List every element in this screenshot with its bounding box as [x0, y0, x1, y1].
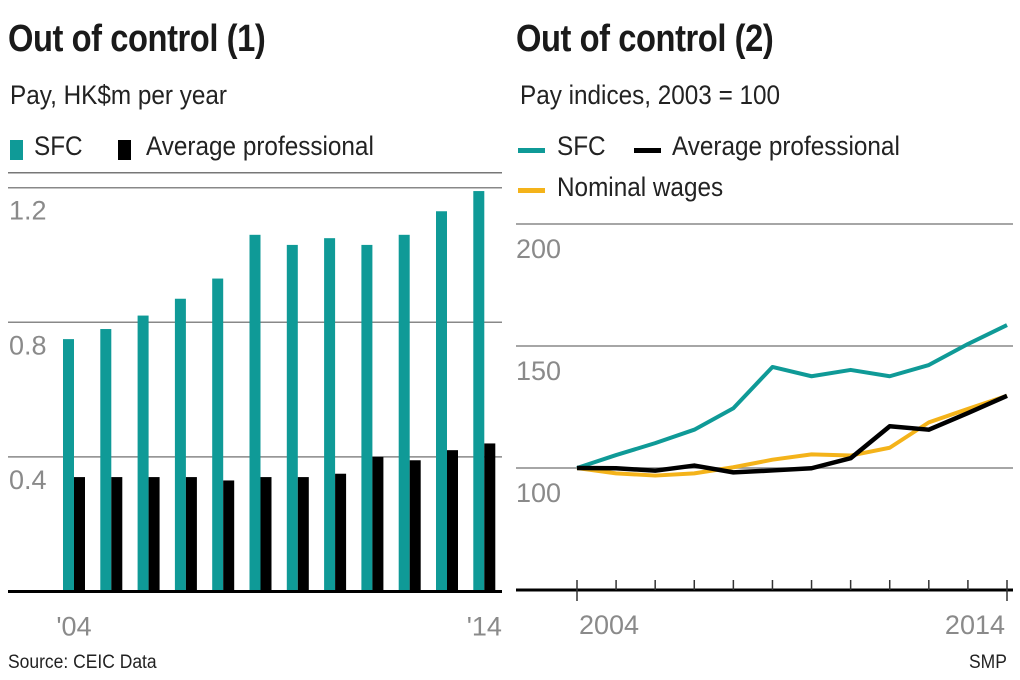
bar-average-professional — [447, 450, 458, 592]
legend-label-average-professional: Average professional — [672, 131, 900, 161]
bar-average-professional — [484, 443, 496, 592]
y-tick-label: 0.4 — [9, 465, 47, 495]
chart2-subtitle: Pay indices, 2003 = 100 — [520, 80, 781, 110]
bar-average-professional — [335, 473, 347, 592]
source-note: Source: CEIC Data — [8, 652, 157, 673]
legend-line-nominal-wages — [518, 188, 545, 193]
legend-line-average-professional — [634, 148, 661, 153]
bar-sfc — [473, 191, 485, 592]
legend-swatch-sfc — [10, 140, 23, 160]
y-tick-label: 1.2 — [9, 196, 47, 226]
line-chart: 100 150 200 2004 2014 — [516, 223, 1013, 640]
line-average-professional — [576, 393, 1008, 475]
x-tick-label: '14 — [467, 612, 502, 642]
bar-sfc — [398, 234, 410, 592]
line-sfc — [576, 323, 1008, 470]
bar-sfc — [100, 329, 112, 592]
bar-sfc — [174, 298, 186, 592]
y-tick-label: 200 — [516, 234, 561, 264]
x-tick-label: 2004 — [579, 610, 639, 640]
bar-average-professional — [74, 477, 85, 592]
bar-average-professional — [148, 477, 160, 592]
bar-average-professional — [185, 477, 197, 592]
legend-label-sfc: SFC — [557, 131, 606, 161]
bar-average-professional — [409, 460, 421, 592]
y-tick-label: 150 — [516, 356, 561, 386]
legend-swatch-average-professional — [118, 140, 131, 160]
chart1-title: Out of control (1) — [8, 18, 266, 60]
line-nominal-wages — [576, 393, 1008, 478]
bar-sfc — [324, 238, 336, 592]
bar-sfc — [436, 211, 447, 592]
bar-sfc — [249, 234, 261, 592]
bar-sfc — [212, 278, 224, 592]
bar-average-professional — [260, 477, 272, 592]
credit: SMP — [969, 652, 1007, 673]
y-tick-label: 0.8 — [9, 330, 47, 360]
bar-chart: 0.4 0.8 1.2 '04 '14 — [8, 171, 502, 642]
bar-average-professional — [223, 480, 235, 592]
x-tick-label: 2014 — [945, 610, 1005, 640]
bar-average-professional — [297, 477, 309, 592]
bar-sfc — [137, 315, 149, 592]
legend-label-average-professional: Average professional — [146, 131, 374, 161]
x-tick-label: '04 — [56, 612, 91, 642]
chart1-subtitle: Pay, HK$m per year — [10, 80, 227, 110]
chart2-title: Out of control (2) — [516, 18, 774, 60]
bar-average-professional — [111, 477, 123, 592]
bar-sfc — [63, 339, 74, 592]
y-tick-label: 100 — [516, 478, 561, 508]
legend-line-sfc — [518, 148, 545, 153]
bar-sfc — [286, 244, 298, 592]
bar-sfc — [361, 244, 373, 592]
legend-label-sfc: SFC — [34, 131, 83, 161]
legend-label-nominal-wages: Nominal wages — [557, 172, 724, 202]
bar-average-professional — [372, 456, 384, 592]
